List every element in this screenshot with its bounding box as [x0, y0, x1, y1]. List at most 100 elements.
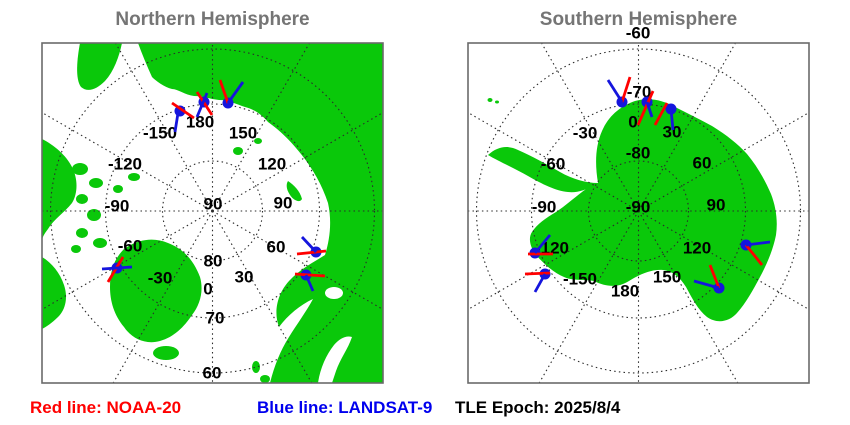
- legend-blue-landsat9: Blue line: LANDSAT-9: [257, 398, 433, 417]
- legend-tle-epoch: TLE Epoch: 2025/8/4: [455, 398, 621, 417]
- graticule-label: -30: [148, 269, 173, 288]
- noaa20-track-line: [653, 102, 669, 126]
- north-map-border: [41, 42, 384, 384]
- island-iceland: [153, 346, 179, 360]
- latitude-circle: [530, 103, 747, 319]
- noaa20-track-line: [636, 90, 655, 126]
- island-south-speck-2: [495, 100, 499, 104]
- gulf-of-bothnia: [318, 336, 352, 383]
- graticule-label: -60: [626, 24, 651, 43]
- landsat9-track-line: [533, 273, 547, 293]
- landsat9-track-line: [606, 79, 624, 103]
- graticule-label: -90: [105, 197, 130, 216]
- south-map-border: [467, 42, 810, 384]
- noaa20-track-line: [294, 272, 326, 278]
- landsat9-track-line: [173, 112, 180, 133]
- landmass-siberia-europe: [138, 43, 383, 383]
- graticule-label: 60: [693, 154, 712, 173]
- island-svalbard: [233, 147, 243, 155]
- noaa20-track-line: [195, 91, 214, 116]
- graticule-label: -60: [118, 237, 143, 256]
- graticule-label: 90: [204, 195, 223, 214]
- graticule-label: -90: [626, 198, 651, 217]
- graticule-label: 120: [258, 155, 286, 174]
- landsat9-track-line: [533, 234, 552, 254]
- landsat9-track-line: [300, 236, 318, 253]
- island-south-speck-1: [487, 98, 493, 102]
- landmass-chukotka: [77, 43, 122, 90]
- graticule-label: 80: [204, 252, 223, 271]
- latitude-circle: [587, 160, 690, 262]
- north-hemisphere-map: 90 80 70 60 180 -150 150 -120 120 -90 90 -60 60 -30 30…: [41, 42, 384, 384]
- north-graticule: [42, 43, 383, 383]
- noaa20-track-line: [524, 271, 551, 276]
- graticule-label: 120: [683, 239, 711, 258]
- graticule-label: -70: [627, 83, 652, 102]
- south-landmasses: [487, 98, 777, 322]
- island-archipelago-2: [89, 178, 103, 188]
- graticule-label: -30: [573, 124, 598, 143]
- graticule-label: 150: [229, 124, 257, 143]
- landmass-canada-south: [42, 257, 66, 329]
- graticule-label: 30: [235, 268, 254, 287]
- noaa20-track-line: [744, 244, 764, 266]
- island-siberian-1: [187, 77, 197, 85]
- island-archipelago-9: [113, 185, 123, 193]
- landsat9-track-line: [745, 240, 771, 247]
- north-landmasses: [42, 43, 383, 383]
- south-hemisphere-map: -60 -70 -80 -90 0 30 -30 60 -60 90 -90 120 -120 150 -1…: [467, 24, 810, 384]
- island-archipelago-7: [71, 245, 81, 253]
- island-siberian-2: [208, 82, 220, 90]
- graticule-label: 180: [611, 282, 639, 301]
- landsat9-track-line: [195, 92, 209, 118]
- white-sea: [325, 287, 343, 299]
- graticule-label: -120: [108, 155, 142, 174]
- graticule-label: 60: [203, 364, 222, 383]
- landsat9-track-line: [101, 265, 133, 271]
- island-franz-josef: [254, 138, 262, 144]
- landmass-greenland: [110, 239, 202, 343]
- latitude-circle: [49, 48, 376, 374]
- landsat9-track-line: [304, 274, 315, 292]
- graticule-label: -150: [563, 270, 597, 289]
- graticule-label: 0: [628, 113, 637, 132]
- graticule-label: 90: [707, 196, 726, 215]
- noaa20-track-line: [296, 249, 327, 256]
- south-map-title: Southern Hemisphere: [539, 9, 738, 30]
- graticule-label: 30: [663, 123, 682, 142]
- graticule-label: 150: [653, 268, 681, 287]
- latitude-circle: [475, 48, 802, 374]
- island-archipelago-1: [72, 163, 88, 175]
- island-archipelago-3: [76, 194, 88, 204]
- graticule-label: -90: [532, 198, 557, 217]
- latitude-circle: [104, 103, 321, 319]
- north-map-title: Northern Hemisphere: [115, 9, 310, 30]
- graticule-label: 70: [206, 309, 225, 328]
- south-satellite-markers: [524, 76, 771, 294]
- island-britain: [252, 361, 260, 373]
- graticule-label: 0: [203, 280, 212, 299]
- island-novaya-zemlya: [286, 181, 302, 202]
- legend-red-noaa20: Red line: NOAA-20: [30, 398, 182, 417]
- island-archipelago-6: [93, 238, 107, 248]
- noaa20-track-line: [620, 76, 632, 103]
- noaa20-track-line: [171, 101, 195, 120]
- north-satellite-markers: [101, 79, 327, 292]
- landmass-antarctica: [488, 99, 777, 322]
- graticule-label: -80: [626, 144, 651, 163]
- island-archipelago-4: [87, 209, 101, 221]
- landsat9-track-line: [693, 279, 720, 290]
- island-britain-2: [260, 375, 270, 383]
- graticule-label: -60: [541, 155, 566, 174]
- south-graticule: [468, 43, 809, 383]
- noaa20-track-line: [218, 79, 230, 104]
- landsat9-track-line: [226, 81, 245, 104]
- island-archipelago-5: [76, 228, 88, 238]
- graticule-label: 60: [267, 238, 286, 257]
- graticule-label: -150: [143, 124, 177, 143]
- landsat9-track-line: [645, 101, 654, 118]
- latitude-circle: [161, 160, 264, 262]
- island-archipelago-8: [128, 173, 140, 181]
- noaa20-track-line: [708, 264, 721, 289]
